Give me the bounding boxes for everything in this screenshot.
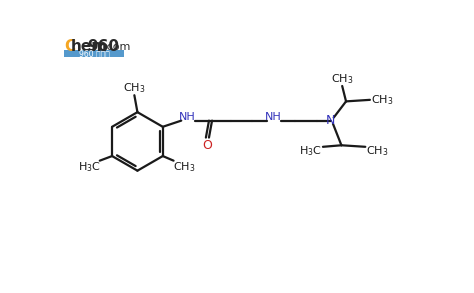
Text: CH$_3$: CH$_3$ <box>366 144 389 158</box>
Text: CH$_3$: CH$_3$ <box>173 160 196 174</box>
Text: H$_3$C: H$_3$C <box>78 160 100 174</box>
Text: H$_3$C: H$_3$C <box>299 144 322 158</box>
Text: CH$_3$: CH$_3$ <box>123 81 146 95</box>
Text: NH: NH <box>179 112 196 122</box>
Text: .com: .com <box>103 42 131 52</box>
Text: CH$_3$: CH$_3$ <box>371 93 393 107</box>
Text: O: O <box>202 139 212 152</box>
Text: C: C <box>64 39 75 54</box>
Text: 960 化工网: 960 化工网 <box>79 49 110 58</box>
Text: CH$_3$: CH$_3$ <box>331 72 354 86</box>
FancyBboxPatch shape <box>64 50 124 57</box>
Text: NH: NH <box>265 112 282 122</box>
Text: hem: hem <box>71 39 108 54</box>
Text: 960: 960 <box>87 39 119 54</box>
Text: N: N <box>326 114 335 127</box>
